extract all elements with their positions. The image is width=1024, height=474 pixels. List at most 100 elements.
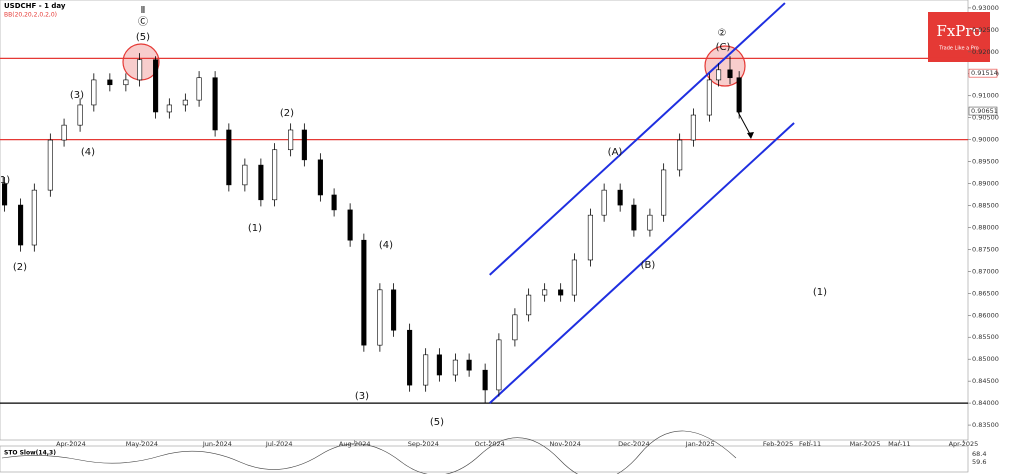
- oscillator-pane: [0, 445, 969, 473]
- candle-body: [18, 204, 24, 246]
- candle-body: [107, 79, 113, 86]
- x-tick-label: Apr-2024: [56, 440, 86, 448]
- candle-body: [182, 99, 188, 106]
- candle-body: [31, 189, 37, 246]
- candle-body: [407, 329, 413, 386]
- indicator-label: BB(20,20,2,0,2,0): [4, 12, 57, 19]
- candle-body: [123, 79, 129, 86]
- candle-body: [512, 314, 518, 341]
- x-tick-label: Sep-2024: [408, 440, 439, 448]
- wave-label: (4): [379, 240, 393, 251]
- x-tick-label: Dec-2024: [618, 440, 649, 448]
- arrow: [737, 111, 752, 137]
- y-tick-label: 0.84500: [972, 377, 999, 385]
- candle-body: [272, 149, 278, 201]
- candle-body: [288, 129, 294, 151]
- highlight-circle: [704, 45, 746, 87]
- x-tick-label: Jul-2024: [265, 440, 293, 448]
- candle-body: [496, 339, 502, 391]
- candle-body: [77, 104, 83, 126]
- candle-body: [212, 77, 218, 131]
- wave-label: (A): [608, 147, 623, 158]
- y-tick-label: 0.86000: [972, 311, 999, 319]
- channel-line: [489, 2, 786, 276]
- candle-body: [423, 354, 429, 386]
- wave-label: (1): [813, 287, 827, 298]
- wave-label: (C): [716, 42, 731, 53]
- x-tick-label: Feb-11: [799, 440, 821, 448]
- candle-body: [452, 359, 458, 376]
- x-tick-label: Nov-2024: [550, 440, 581, 448]
- wave-label: ②: [718, 28, 727, 39]
- candle-body: [690, 114, 696, 141]
- chart-title: USDCHF - 1 day: [4, 2, 66, 10]
- candle-body: [377, 289, 383, 346]
- y-tick-label: 0.91000: [972, 92, 999, 100]
- candle-body: [482, 369, 488, 391]
- y-tick-label: 0.89000: [972, 180, 999, 188]
- candle-body: [716, 69, 722, 81]
- x-tick-label: Aug-2024: [339, 440, 371, 448]
- candle-body: [706, 79, 712, 116]
- plot-frame: [0, 0, 969, 441]
- candle-body: [137, 59, 143, 81]
- candle-body: [647, 214, 653, 231]
- candle-body: [61, 124, 67, 141]
- y-tick-label: 0.93000: [972, 4, 999, 12]
- y-tick-label: 0.90000: [972, 136, 999, 144]
- candle-body: [391, 289, 397, 331]
- candle-body: [331, 194, 337, 211]
- y-tick-label: 0.84000: [972, 399, 999, 407]
- wave-label: (3): [70, 90, 84, 101]
- candle-body: [242, 164, 248, 186]
- channel-line: [489, 122, 795, 404]
- x-tick-label: Oct-2024: [475, 440, 505, 448]
- candle-body: [166, 104, 172, 113]
- wave-label: (B): [641, 260, 656, 271]
- candle-body: [736, 77, 742, 113]
- candle-body: [347, 209, 353, 241]
- candle-body: [727, 69, 733, 79]
- x-tick-label: Jan-2025: [685, 440, 715, 448]
- candle-body: [587, 214, 593, 261]
- wave-label: (5): [136, 32, 150, 43]
- candle-body: [526, 294, 532, 316]
- candle-body: [436, 354, 442, 376]
- wave-label: (5): [430, 417, 444, 428]
- candle-body: [571, 259, 577, 296]
- candle-body: [466, 359, 472, 371]
- x-tick-label: Feb-2025: [763, 440, 793, 448]
- y-tick-label: 0.90500: [972, 114, 999, 122]
- wave-label: Ⅱ: [141, 5, 146, 16]
- candle-body: [542, 289, 548, 296]
- oscillator-value: 59.6: [972, 458, 986, 466]
- x-tick-label: Mar-2025: [850, 440, 881, 448]
- candle-body: [317, 159, 323, 196]
- wave-label: 1): [0, 175, 10, 186]
- candle-body: [631, 204, 637, 231]
- x-tick-label: Apr-2025: [949, 440, 979, 448]
- y-tick-label: 0.83500: [972, 421, 999, 429]
- y-tick-label: 0.86500: [972, 289, 999, 297]
- y-tick-label: 0.87500: [972, 245, 999, 253]
- wave-label: (4): [81, 147, 95, 158]
- logo-box: [928, 12, 990, 62]
- x-tick-label: May-2024: [126, 440, 158, 448]
- oscillator-label: STO Slow(14,3): [4, 450, 56, 457]
- wave-label: Ⓒ: [138, 16, 148, 28]
- arrow-head: [747, 132, 754, 139]
- y-tick-label: 0.92500: [972, 26, 999, 34]
- x-tick-label: Mar-11: [888, 440, 910, 448]
- wave-label: (3): [355, 391, 369, 402]
- candle-body: [661, 169, 667, 216]
- candle-body: [47, 139, 53, 191]
- candle-body: [258, 164, 264, 201]
- y-tick-label: 0.92000: [972, 48, 999, 56]
- wave-label: (2): [13, 262, 27, 273]
- candle-body: [91, 79, 97, 106]
- y-tick-label: 0.87000: [972, 267, 999, 275]
- y-tick-label: 0.85000: [972, 355, 999, 363]
- candle-body: [601, 189, 607, 216]
- y-tick-label: 0.88000: [972, 223, 999, 231]
